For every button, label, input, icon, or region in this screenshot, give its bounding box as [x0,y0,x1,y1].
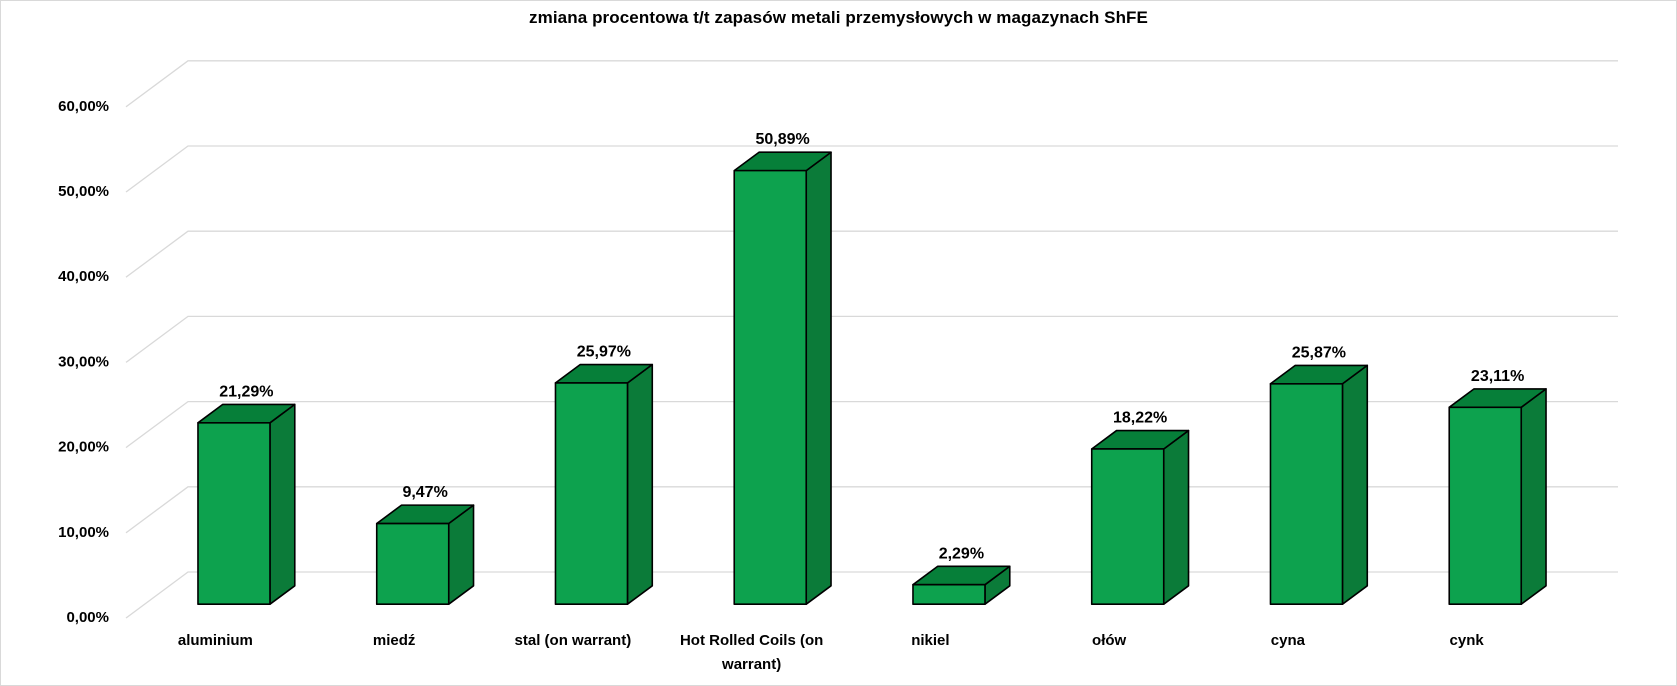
gridline [125,571,1618,619]
category-label: warrant) [721,656,781,673]
bar-front-face[interactable] [1090,448,1165,606]
bar-front-face[interactable] [197,422,271,605]
chart-title: zmiana procentowa t/t zapasów metali prz… [529,8,1148,27]
value-label: 25,97% [577,344,631,361]
bar-3[interactable] [733,151,832,606]
category-label: ołów [1092,632,1126,649]
bar-side-face[interactable] [1341,364,1369,606]
category-label: aluminium [178,632,253,649]
value-label: 25,87% [1292,344,1346,361]
bar-4[interactable] [912,565,1011,606]
value-label: 23,11% [1471,368,1524,385]
bar-6[interactable] [1269,364,1369,606]
bar-side-face[interactable] [1520,388,1547,606]
gridline [125,145,1618,193]
bar-front-face[interactable] [554,382,629,606]
category-label: nikiel [911,632,949,649]
y-tick-label: 30,00% [58,353,109,370]
bar-front-face[interactable] [912,583,986,606]
y-tick-label: 0,00% [66,609,109,626]
x-axis-labels: aluminium miedź stal (on warrant) Hot Rolle… [178,632,1485,673]
gridline [125,315,1618,363]
bar-side-face[interactable] [1162,429,1190,606]
gridline [125,230,1618,278]
bar-front-face[interactable] [1448,406,1523,605]
category-label: stal (on warrant) [515,632,632,649]
gridlines [125,60,1618,619]
bar-7[interactable] [1448,388,1547,606]
bar-side-face[interactable] [269,403,296,606]
bar-5[interactable] [1090,429,1190,606]
category-label: cyna [1271,632,1306,649]
bar-1[interactable] [375,504,475,606]
bar-0[interactable] [197,403,296,606]
gridline [125,400,1618,449]
bar-side-face[interactable] [626,363,654,606]
y-tick-label: 60,00% [58,98,109,115]
bar-2[interactable] [554,363,654,606]
bar-side-face[interactable] [805,151,832,606]
value-label: 21,29% [219,383,273,400]
y-axis-labels: 0,00% 10,00% 20,00% 30,00% 40,00% 50,00% 60,00… [58,98,109,626]
category-label: cynk [1450,632,1485,649]
bar-front-face[interactable] [733,169,808,605]
bar-front-face[interactable] [375,522,450,606]
y-tick-label: 10,00% [58,524,109,541]
gridline [125,486,1618,534]
y-tick-label: 20,00% [58,439,109,456]
value-label: 2,29% [939,545,984,562]
value-label: 50,89% [755,131,809,148]
value-label: 18,22% [1113,410,1167,427]
value-label: 9,47% [402,484,447,501]
y-tick-label: 50,00% [58,183,109,200]
y-tick-label: 40,00% [58,268,109,285]
bar-front-face[interactable] [1269,382,1344,605]
gridline [125,60,1618,108]
category-label: Hot Rolled Coils (on [680,632,823,649]
category-label: miedź [373,632,416,649]
